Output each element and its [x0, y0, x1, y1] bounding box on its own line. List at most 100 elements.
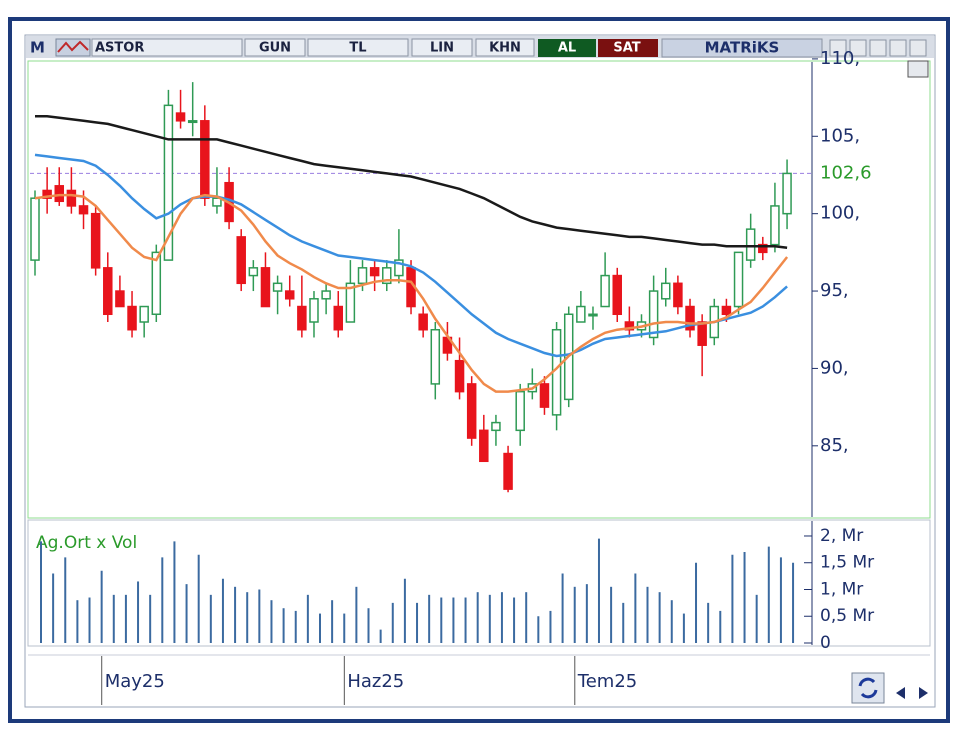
- close-button[interactable]: [889, 39, 907, 57]
- candle-body: [90, 212, 101, 269]
- toolbar-button[interactable]: [307, 38, 409, 57]
- candle-body: [127, 305, 137, 331]
- panel-button[interactable]: [907, 60, 929, 78]
- candle-body: [357, 267, 368, 285]
- candle-body: [466, 383, 477, 439]
- volume-tick-label: 0: [820, 633, 831, 653]
- candle-body: [661, 282, 671, 300]
- buy-button[interactable]: [538, 39, 596, 57]
- candle-body: [721, 305, 732, 316]
- x-tick-label: Haz25: [347, 671, 404, 692]
- y-tick-label: 90,: [820, 357, 849, 378]
- candle-body: [479, 429, 489, 463]
- toolbar-button[interactable]: [244, 38, 306, 57]
- candle-body: [685, 305, 695, 331]
- refresh-button[interactable]: [851, 672, 885, 704]
- candle-body: [697, 321, 707, 346]
- candle-body: [733, 251, 744, 308]
- candle-body: [782, 172, 792, 215]
- candle-body: [309, 298, 319, 323]
- sell-label: SAT: [613, 41, 640, 56]
- candle-body: [588, 313, 598, 317]
- candle-body: [454, 359, 465, 393]
- candle-body: [382, 267, 392, 285]
- y-tick-label: 85,: [820, 435, 849, 456]
- volume-label: Ag.Ort x Vol: [36, 533, 137, 553]
- candle-body: [648, 290, 659, 339]
- volume-tick-label: 2, Mr: [820, 526, 863, 546]
- candle-body: [345, 282, 356, 323]
- candle-body: [745, 228, 756, 261]
- candle-body: [284, 290, 295, 300]
- x-tick-label: May25: [105, 671, 165, 692]
- candle-body: [430, 328, 441, 385]
- candle-body: [297, 305, 307, 331]
- candle-body: [103, 267, 113, 316]
- symbol: ASTOR: [95, 41, 144, 56]
- candle-body: [260, 267, 271, 308]
- candle-body: [163, 104, 174, 261]
- candle-body: [187, 120, 198, 124]
- candle-body: [54, 185, 65, 203]
- moving-average: [35, 114, 788, 249]
- volume-panel: [27, 519, 931, 647]
- candle-body: [394, 259, 404, 277]
- scroll-left[interactable]: [896, 687, 905, 699]
- candle-body: [539, 383, 550, 408]
- candle-body: [333, 305, 343, 331]
- candle-body: [515, 390, 525, 432]
- candle-body: [212, 197, 222, 207]
- candle-body: [673, 282, 683, 308]
- dropdown-button[interactable]: [829, 39, 847, 57]
- candle-body: [236, 236, 246, 285]
- brand: MATRiKS: [705, 39, 780, 57]
- candle-body: [624, 321, 635, 331]
- candle-body: [272, 282, 283, 292]
- price-panel: [27, 60, 931, 519]
- candle-body: [139, 305, 149, 323]
- toolbar-button-label: GUN: [259, 41, 291, 56]
- candle-body: [600, 274, 610, 308]
- volume-tick-label: 1,5 Mr: [820, 553, 874, 573]
- candle-body: [503, 452, 513, 490]
- toolbar-button[interactable]: [411, 38, 473, 57]
- minimize-button[interactable]: [849, 39, 867, 57]
- moving-average: [34, 153, 788, 358]
- candle-body: [491, 421, 501, 432]
- extra-button[interactable]: [909, 39, 927, 57]
- moving-average: [34, 193, 789, 393]
- buy-label: AL: [558, 41, 576, 56]
- y-tick-label: 110,: [820, 48, 860, 69]
- chart-icon-line: [57, 40, 89, 53]
- scroll-right[interactable]: [919, 687, 928, 699]
- toolbar-button[interactable]: [475, 38, 535, 57]
- candle-body: [66, 189, 77, 207]
- candle-body: [151, 251, 162, 316]
- sell-button[interactable]: [598, 39, 658, 57]
- candle-body: [418, 313, 428, 331]
- candle-body: [576, 305, 586, 323]
- candle-body: [200, 120, 210, 199]
- candle-body: [612, 274, 622, 316]
- candle-body: [248, 267, 259, 277]
- volume-tick-label: 1, Mr: [820, 579, 863, 599]
- y-tick-label: 100,: [820, 203, 860, 224]
- y-tick-label: 95,: [820, 280, 849, 301]
- candle-body: [78, 205, 89, 215]
- candle-body: [321, 290, 331, 300]
- candle-body: [42, 189, 52, 199]
- toolbar-button-label: TL: [349, 41, 366, 56]
- symbol-box[interactable]: [91, 38, 243, 57]
- last-price-label: 102,6: [820, 162, 872, 183]
- candle-body: [770, 205, 780, 246]
- toolbar-button-label: LIN: [430, 41, 454, 56]
- toolbar-button-label: KHN: [489, 41, 521, 56]
- candle-body: [369, 267, 380, 277]
- candle-body: [758, 243, 768, 254]
- candle-body: [30, 197, 40, 261]
- maximize-button[interactable]: [869, 39, 887, 57]
- x-tick-label: Tem25: [577, 671, 637, 692]
- volume-tick-label: 0,5 Mr: [820, 606, 874, 626]
- logo: M: [30, 39, 45, 57]
